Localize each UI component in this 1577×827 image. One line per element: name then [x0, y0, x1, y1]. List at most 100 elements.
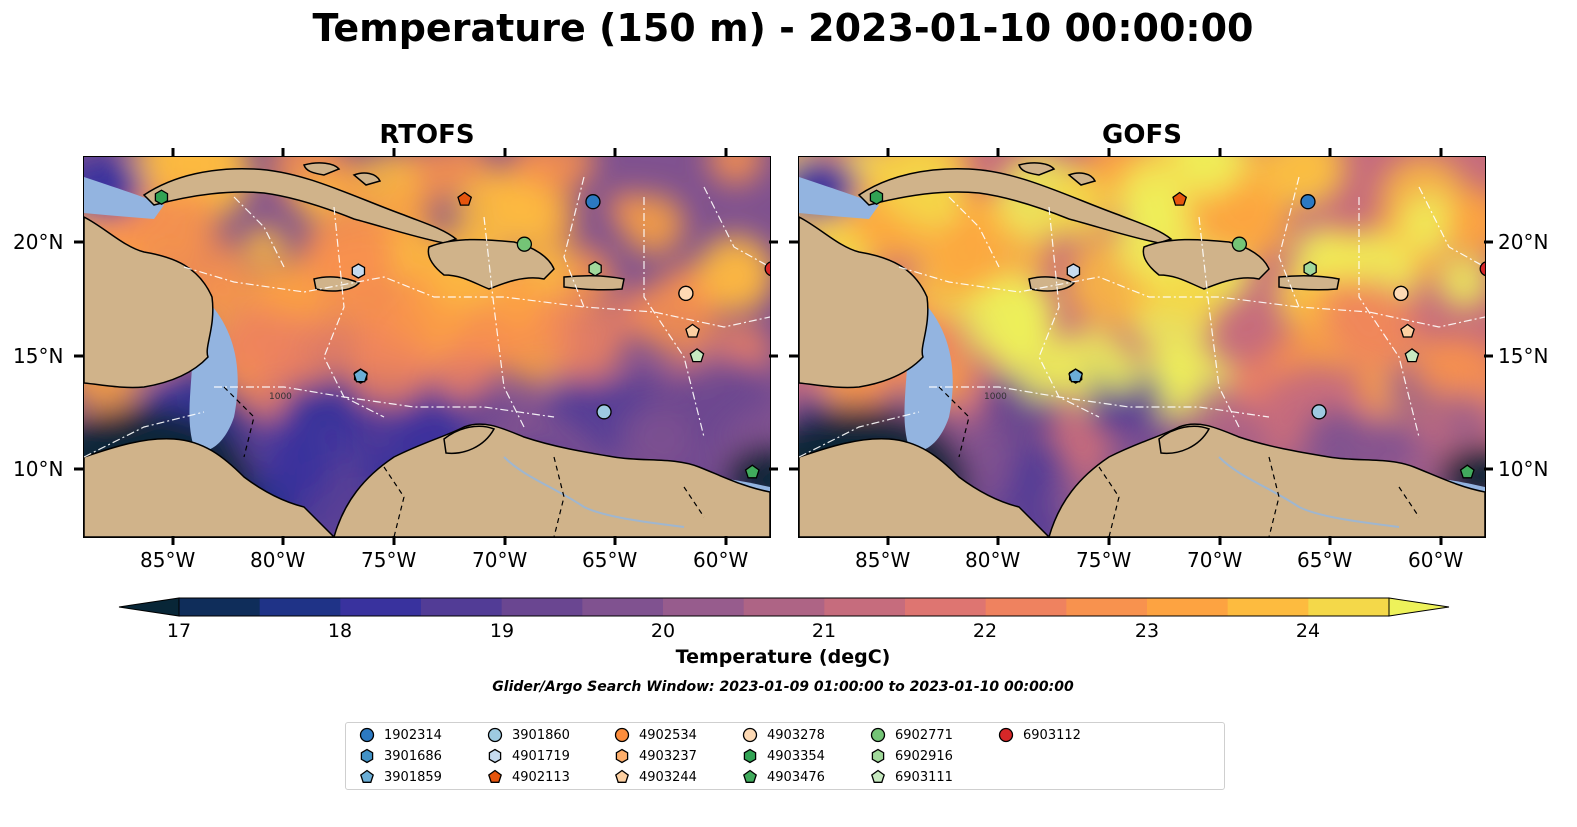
- colorbar-segment: [985, 598, 1067, 616]
- legend-marker-circle-icon: [742, 727, 758, 743]
- eez-boundaries: [84, 176, 770, 458]
- float-marker-6903112: [764, 261, 770, 277]
- legend-marker: [871, 748, 885, 764]
- float-marker-4902113: [1172, 191, 1188, 206]
- colorbar-segment: [663, 598, 745, 616]
- colorbar-segment: [1147, 598, 1229, 616]
- lon-tick-label: 65°W: [1297, 548, 1353, 572]
- legend-marker-hexagon-icon: [615, 748, 629, 764]
- colorbar-segment: [501, 598, 583, 616]
- float-marker-6903112: [1479, 261, 1485, 277]
- legend-label: 6903111: [895, 769, 953, 785]
- legend-item: 6903111: [869, 767, 953, 787]
- float-marker-4903244: [1400, 323, 1415, 338]
- legend-label: 4903244: [639, 769, 697, 785]
- axis-ticks: [74, 148, 1493, 545]
- colorbar-segment: [743, 598, 825, 616]
- legend-marker: [998, 727, 1014, 743]
- river: [1218, 456, 1400, 528]
- float-marker-4903476: [1459, 464, 1475, 479]
- legend-marker: [359, 727, 375, 743]
- lat-tick-label: 20°N: [1498, 230, 1549, 254]
- lon-tick-label: 70°W: [472, 548, 528, 572]
- legend-marker: [742, 727, 758, 743]
- colorbar-segment: [1227, 598, 1309, 616]
- legend-item: 3901859: [358, 767, 442, 787]
- legend-marker-circle-icon: [870, 727, 886, 743]
- legend-marker: [488, 769, 502, 783]
- legend-item: 3901860: [486, 725, 570, 745]
- legend-marker-circle-icon: [487, 727, 503, 743]
- lat-tick-label: 15°N: [1498, 344, 1549, 368]
- legend-item: 4903244: [613, 767, 697, 787]
- float-marker-3901859: [1068, 368, 1084, 383]
- legend-marker: [487, 727, 503, 743]
- float-marker-4903476: [744, 464, 760, 479]
- lon-tick-label: 60°W: [693, 548, 749, 572]
- colorbar-tick-label: 22: [972, 620, 998, 642]
- legend-item: 4903476: [741, 767, 825, 787]
- legend-marker-hexagon-icon: [488, 748, 502, 764]
- legend-marker-pentagon-icon: [360, 769, 374, 783]
- lon-tick-label: 80°W: [250, 548, 306, 572]
- legend-item: 6902916: [869, 746, 953, 766]
- colorbar-tick-label: 20: [650, 620, 676, 642]
- float-marker-4903278: [1393, 285, 1409, 302]
- legend-marker: [360, 769, 374, 783]
- colorbar-segment: [340, 598, 422, 616]
- colorbar-tick-label: 18: [327, 620, 353, 642]
- colorbar: [118, 597, 1450, 617]
- legend-item: 4903278: [741, 725, 825, 745]
- colorbar-segment: [582, 598, 664, 616]
- legend-label: 4902113: [512, 769, 570, 785]
- float-marker-4902113: [457, 191, 473, 206]
- lon-tick-label: 85°W: [855, 548, 911, 572]
- land: [84, 162, 770, 537]
- legend-label: 6903112: [1023, 727, 1081, 743]
- continental-shelf: [799, 177, 1485, 504]
- colorbar-segment: [1066, 598, 1148, 616]
- colorbar-segment: [824, 598, 906, 616]
- colorbar-tick-label: 21: [811, 620, 837, 642]
- legend-marker-pentagon-icon: [871, 769, 885, 783]
- float-markers: [869, 189, 1485, 479]
- colorbar-outline: [178, 597, 1390, 617]
- legend-label: 3901686: [384, 748, 442, 764]
- legend-item: 4903237: [613, 746, 697, 766]
- colorbar-tick-label: 19: [489, 620, 515, 642]
- contour-label: 1000: [269, 392, 292, 402]
- legend-marker-circle-icon: [998, 727, 1014, 743]
- legend-marker-hexagon-icon: [360, 748, 374, 764]
- legend-label: 4903237: [639, 748, 697, 764]
- legend-marker-pentagon-icon: [615, 769, 629, 783]
- float-marker-3901859: [353, 368, 369, 383]
- legend-label: 3901859: [384, 769, 442, 785]
- legend-marker: [488, 748, 502, 764]
- legend-marker: [615, 748, 629, 764]
- legend-item: 6902771: [869, 725, 953, 745]
- legend-label: 4903278: [767, 727, 825, 743]
- float-marker-6902916: [1303, 261, 1317, 277]
- legend-label: 4903354: [767, 748, 825, 764]
- search-window-caption: Glider/Argo Search Window: 2023-01-09 01…: [492, 679, 1074, 695]
- main-title: Temperature (150 m) - 2023-01-10 00:00:0…: [312, 6, 1254, 50]
- legend-marker: [743, 769, 757, 783]
- legend-label: 4902534: [639, 727, 697, 743]
- legend-marker: [615, 769, 629, 783]
- lon-tick-label: 80°W: [965, 548, 1021, 572]
- float-marker-6903111: [1404, 348, 1420, 363]
- legend-item: 4902113: [486, 767, 570, 787]
- colorbar-tick-label: 17: [166, 620, 192, 642]
- legend-marker-hexagon-icon: [743, 748, 757, 764]
- panel-title-rtofs: RTOFS: [379, 120, 475, 150]
- colorbar-segment: [1308, 598, 1390, 616]
- panel-title-gofs: GOFS: [1102, 120, 1182, 150]
- colorbar-extend-max: [1388, 597, 1450, 617]
- colorbar-segment: [179, 598, 261, 616]
- lon-tick-label: 60°W: [1408, 548, 1464, 572]
- float-marker-4901719: [351, 263, 366, 279]
- float-marker-6902771: [516, 236, 533, 252]
- colorbar-segment: [259, 598, 341, 616]
- country-borders: [938, 386, 1420, 537]
- legend-marker-circle-icon: [359, 727, 375, 743]
